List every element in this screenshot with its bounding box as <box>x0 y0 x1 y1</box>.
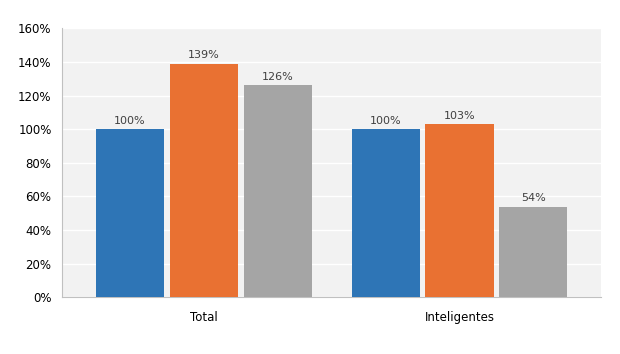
Text: 100%: 100% <box>114 116 146 126</box>
Text: 100%: 100% <box>370 116 402 126</box>
Bar <box>352 129 420 297</box>
Text: 103%: 103% <box>444 111 476 121</box>
Bar <box>244 85 312 297</box>
Text: 126%: 126% <box>262 72 294 82</box>
Bar <box>499 206 567 297</box>
Legend: Q3 2019, Q2 2019, Q3 2018: Q3 2019, Q2 2019, Q3 2018 <box>207 352 456 354</box>
Text: 54%: 54% <box>521 193 546 203</box>
Bar <box>170 64 238 297</box>
Bar <box>425 124 494 297</box>
Bar <box>96 129 164 297</box>
Text: 139%: 139% <box>188 50 220 60</box>
